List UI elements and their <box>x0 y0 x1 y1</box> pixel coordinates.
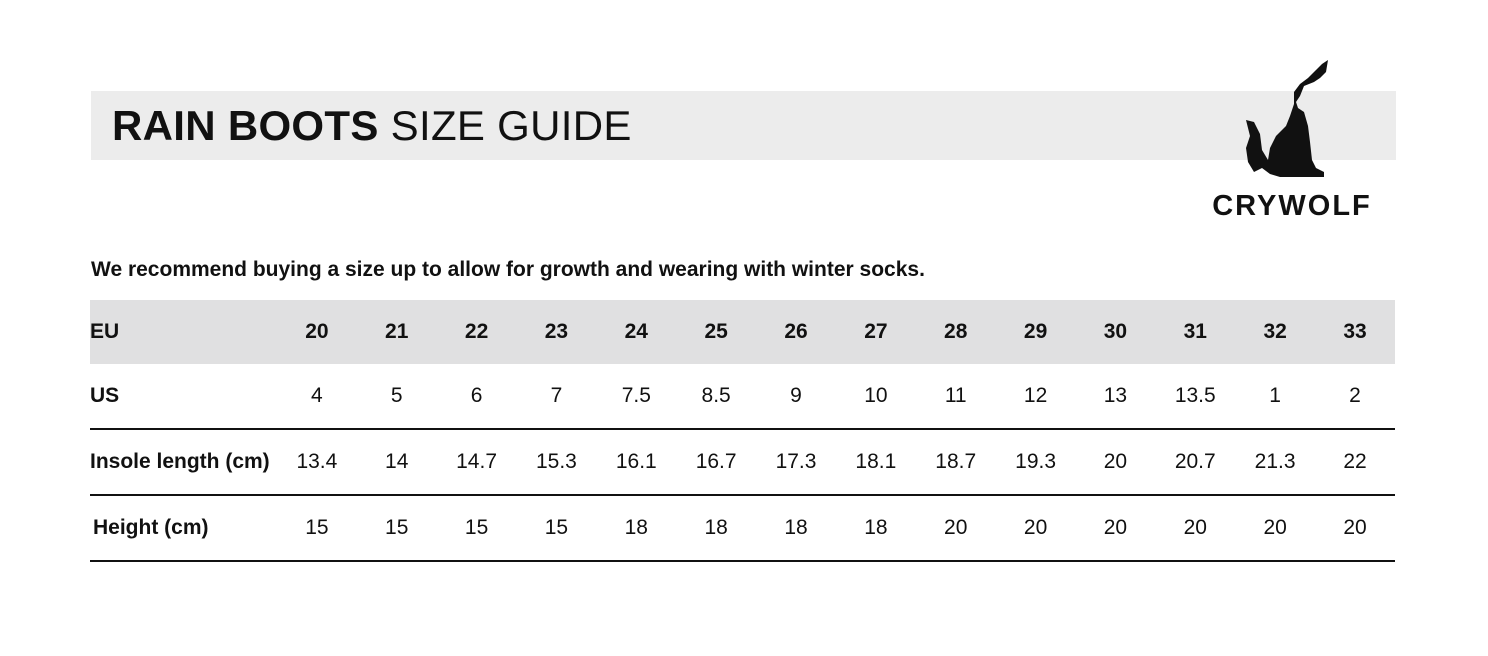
row-label: EU <box>90 320 120 343</box>
table-cell: 20 <box>1075 495 1156 562</box>
table-row: Insole length (cm) 13.4 14 14.7 15.3 16.1 16.7… <box>90 429 1395 496</box>
table-cell: 7.5 <box>596 364 677 430</box>
howling-wolf-icon <box>1246 60 1328 177</box>
title-light: SIZE GUIDE <box>390 102 632 149</box>
table-cell: 18.1 <box>835 429 916 496</box>
table-cell: 20 <box>995 495 1076 562</box>
table-cell: 5 <box>356 364 437 430</box>
table-cell: 22 <box>464 320 489 343</box>
table-cell: 15.3 <box>516 429 597 496</box>
table-cell: 21 <box>385 320 409 343</box>
table-cell: 24 <box>624 320 648 343</box>
table-cell: 28 <box>944 320 968 343</box>
table-cell: 19.3 <box>995 429 1076 496</box>
table-cell: 18 <box>676 495 757 562</box>
table-cell: 15 <box>436 495 517 562</box>
table-cell: 9 <box>756 364 836 430</box>
table-cell: 18 <box>835 495 916 562</box>
table-cell: 14 <box>356 429 437 496</box>
table-cell: 7 <box>516 364 597 430</box>
table-cell: 20 <box>1235 495 1316 562</box>
table-cell: 14.7 <box>436 429 517 496</box>
table-cell: 16.7 <box>676 429 757 496</box>
table-cell: 20 <box>305 320 329 343</box>
table-cell: 32 <box>1263 320 1287 343</box>
row-label: Height (cm) <box>90 495 277 562</box>
sizing-note: We recommend buying a size up to allow f… <box>91 258 925 281</box>
table-cell: 8.5 <box>676 364 757 430</box>
table-cell: 22 <box>1315 429 1395 496</box>
table-cell: 18 <box>756 495 836 562</box>
table-cell: 30 <box>1103 320 1128 343</box>
table-cell: 12 <box>995 364 1076 430</box>
row-label: US <box>90 364 277 430</box>
table-row: US 4 5 6 7 7.5 8.5 9 10 11 12 13 13.5 1 2 <box>90 364 1395 430</box>
brand-logo: CRYWOLF <box>1200 56 1384 226</box>
table-cell: 4 <box>276 364 357 430</box>
table-cell: 17.3 <box>756 429 836 496</box>
table-cell: 18 <box>596 495 677 562</box>
table-row: Height (cm) 15 15 15 15 18 18 18 18 20 20 20 20 20 20 <box>90 495 1395 562</box>
table-cell: 10 <box>835 364 916 430</box>
table-cell: 13 <box>1075 364 1156 430</box>
table-cell: 33 <box>1343 320 1367 343</box>
table-cell: 25 <box>704 320 728 343</box>
table-cell: 1 <box>1235 364 1316 430</box>
table-cell: 15 <box>276 495 357 562</box>
table-cell: 26 <box>784 320 808 343</box>
table-cell: 27 <box>864 320 888 343</box>
table-cell: 20.7 <box>1155 429 1236 496</box>
title-band <box>91 91 1396 160</box>
table-cell: 20 <box>1315 495 1395 562</box>
page-title: RAIN BOOTS SIZE GUIDE <box>112 101 632 151</box>
table-cell: 20 <box>1075 429 1156 496</box>
table-cell: 23 <box>544 320 569 343</box>
table-cell: 20 <box>1155 495 1236 562</box>
table-cell: 11 <box>915 364 996 430</box>
table-cell: 15 <box>356 495 437 562</box>
size-table: EU 20 21 22 23 24 25 26 27 28 29 30 31 32 33 US 4 5 6 7 7.5 8… <box>90 300 1395 562</box>
table-cell: 13.4 <box>276 429 357 496</box>
table-cell: 21.3 <box>1235 429 1316 496</box>
table-cell: 29 <box>1023 320 1048 343</box>
table-cell: 13.5 <box>1155 364 1236 430</box>
table-cell: 31 <box>1183 320 1207 343</box>
table-cell: 16.1 <box>596 429 677 496</box>
table-cell: 20 <box>915 495 996 562</box>
table-cell: 18.7 <box>915 429 996 496</box>
table-row: EU 20 21 22 23 24 25 26 27 28 29 30 31 32 33 <box>90 300 1395 364</box>
table-cell: 15 <box>516 495 597 562</box>
brand-name: CRYWOLF <box>1212 190 1372 222</box>
row-label: Insole length (cm) <box>90 429 277 496</box>
table-cell: 2 <box>1315 364 1395 430</box>
table-cell: 6 <box>436 364 517 430</box>
title-bold: RAIN BOOTS <box>112 102 379 149</box>
